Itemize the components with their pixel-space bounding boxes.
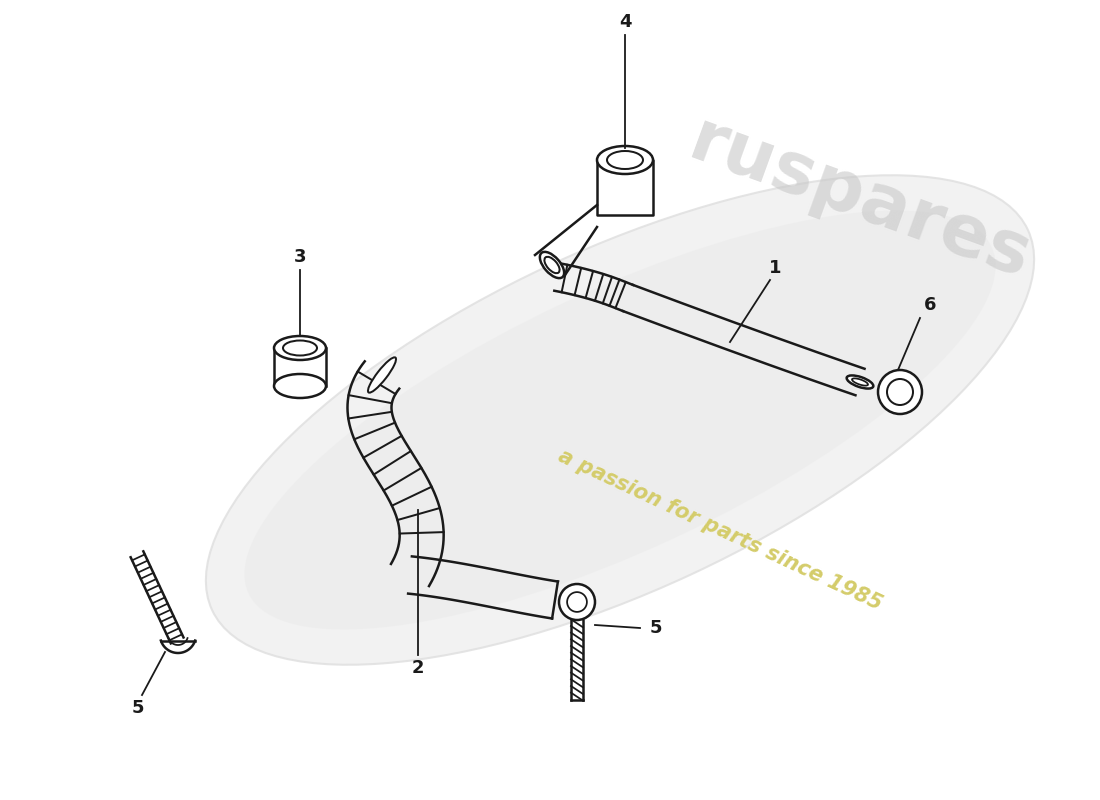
Circle shape — [878, 370, 922, 414]
Ellipse shape — [206, 175, 1034, 665]
Circle shape — [559, 584, 595, 620]
Ellipse shape — [368, 358, 396, 393]
Ellipse shape — [607, 151, 644, 169]
Ellipse shape — [540, 252, 564, 278]
Text: 6: 6 — [924, 296, 936, 314]
Circle shape — [887, 379, 913, 405]
Text: ruspares: ruspares — [680, 106, 1041, 294]
Ellipse shape — [274, 336, 326, 360]
Text: a passion for parts since 1985: a passion for parts since 1985 — [554, 446, 886, 614]
Ellipse shape — [544, 257, 560, 274]
Ellipse shape — [597, 146, 653, 174]
Text: 3: 3 — [294, 248, 306, 266]
Circle shape — [568, 592, 587, 612]
Text: 1: 1 — [769, 259, 781, 277]
Ellipse shape — [283, 341, 317, 355]
Text: 5: 5 — [650, 619, 662, 637]
Text: 2: 2 — [411, 659, 425, 677]
Ellipse shape — [274, 374, 326, 398]
Text: 4: 4 — [618, 13, 631, 31]
Text: 5: 5 — [132, 699, 144, 717]
Ellipse shape — [244, 210, 996, 630]
Ellipse shape — [847, 375, 873, 389]
Ellipse shape — [852, 378, 868, 386]
